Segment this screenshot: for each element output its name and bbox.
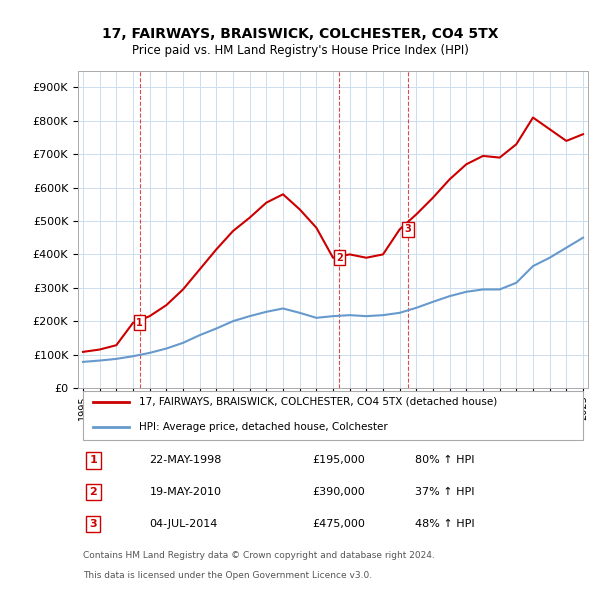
Text: 80% ↑ HPI: 80% ↑ HPI (415, 455, 474, 466)
Text: 19-MAY-2010: 19-MAY-2010 (149, 487, 221, 497)
Text: £195,000: £195,000 (313, 455, 365, 466)
Text: 17, FAIRWAYS, BRAISWICK, COLCHESTER, CO4 5TX (detached house): 17, FAIRWAYS, BRAISWICK, COLCHESTER, CO4… (139, 396, 497, 407)
FancyBboxPatch shape (83, 391, 583, 440)
Text: 1: 1 (89, 455, 97, 466)
Text: 3: 3 (405, 224, 412, 234)
Text: 04-JUL-2014: 04-JUL-2014 (149, 519, 218, 529)
Text: This data is licensed under the Open Government Licence v3.0.: This data is licensed under the Open Gov… (83, 571, 372, 580)
Text: Contains HM Land Registry data © Crown copyright and database right 2024.: Contains HM Land Registry data © Crown c… (83, 551, 435, 560)
Text: 22-MAY-1998: 22-MAY-1998 (149, 455, 222, 466)
Text: 37% ↑ HPI: 37% ↑ HPI (415, 487, 474, 497)
Text: 2: 2 (89, 487, 97, 497)
Text: HPI: Average price, detached house, Colchester: HPI: Average price, detached house, Colc… (139, 422, 388, 432)
Text: 48% ↑ HPI: 48% ↑ HPI (415, 519, 474, 529)
Text: £390,000: £390,000 (313, 487, 365, 497)
Text: 1: 1 (136, 318, 143, 328)
Text: 2: 2 (336, 253, 343, 263)
Text: 17, FAIRWAYS, BRAISWICK, COLCHESTER, CO4 5TX: 17, FAIRWAYS, BRAISWICK, COLCHESTER, CO4… (102, 27, 498, 41)
Text: Price paid vs. HM Land Registry's House Price Index (HPI): Price paid vs. HM Land Registry's House … (131, 44, 469, 57)
Text: £475,000: £475,000 (313, 519, 365, 529)
Text: 3: 3 (89, 519, 97, 529)
